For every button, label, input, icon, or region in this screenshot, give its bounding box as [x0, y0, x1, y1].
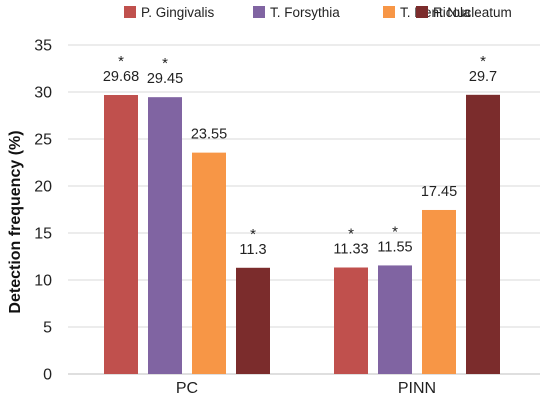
significance-star: *	[480, 53, 486, 70]
significance-star: *	[162, 55, 168, 72]
legend-label: T. Forsythia	[270, 5, 340, 20]
x-category-label: PC	[176, 380, 198, 397]
y-tick-label: 30	[34, 85, 52, 102]
data-label: 29.68	[103, 69, 139, 85]
data-labels: 29.68*29.45*23.5511.3*11.33*11.55*17.452…	[103, 53, 497, 258]
y-tick-label: 0	[43, 367, 52, 384]
bar	[378, 265, 412, 374]
bars	[104, 94, 500, 375]
legend: P. Gingivalis T. Forsythia T. DenticolaF. …	[124, 5, 512, 20]
data-label: 17.45	[421, 184, 457, 200]
legend-label: P. Gingivalis	[141, 5, 215, 20]
data-label: 29.45	[147, 71, 183, 87]
bar	[466, 94, 500, 374]
grid-lines	[68, 44, 540, 375]
y-tick-label: 5	[43, 320, 52, 337]
y-axis-label: Detection frequency (%)	[7, 130, 24, 313]
bar	[422, 209, 456, 374]
data-label: 29.7	[469, 69, 497, 85]
data-label: 11.3	[239, 242, 266, 258]
bar	[236, 267, 270, 374]
bar	[148, 97, 182, 375]
y-tick-label: 35	[34, 38, 52, 55]
significance-star: *	[118, 53, 124, 70]
data-label: 11.33	[333, 241, 368, 257]
x-axis-categories: PC PINN	[176, 380, 436, 397]
y-axis-ticks: 0 5 10 15 20 25 30 35	[34, 38, 52, 384]
x-category-label: PINN	[398, 380, 436, 397]
bar	[192, 152, 226, 374]
y-tick-label: 15	[34, 226, 52, 243]
legend-swatch	[383, 6, 395, 18]
y-tick-label: 25	[34, 132, 52, 149]
y-tick-label: 10	[34, 273, 52, 290]
significance-star: *	[348, 225, 354, 242]
legend-swatch	[124, 6, 136, 18]
legend-label: F. Nucleatum	[433, 5, 512, 20]
legend-swatch	[253, 6, 265, 18]
bar	[104, 95, 138, 375]
significance-star: *	[392, 223, 398, 240]
y-tick-label: 20	[34, 179, 52, 196]
bar	[334, 267, 368, 374]
data-label: 23.55	[191, 127, 227, 143]
legend-swatch	[416, 6, 428, 18]
significance-star: *	[250, 226, 256, 243]
data-label: 11.55	[377, 239, 412, 255]
